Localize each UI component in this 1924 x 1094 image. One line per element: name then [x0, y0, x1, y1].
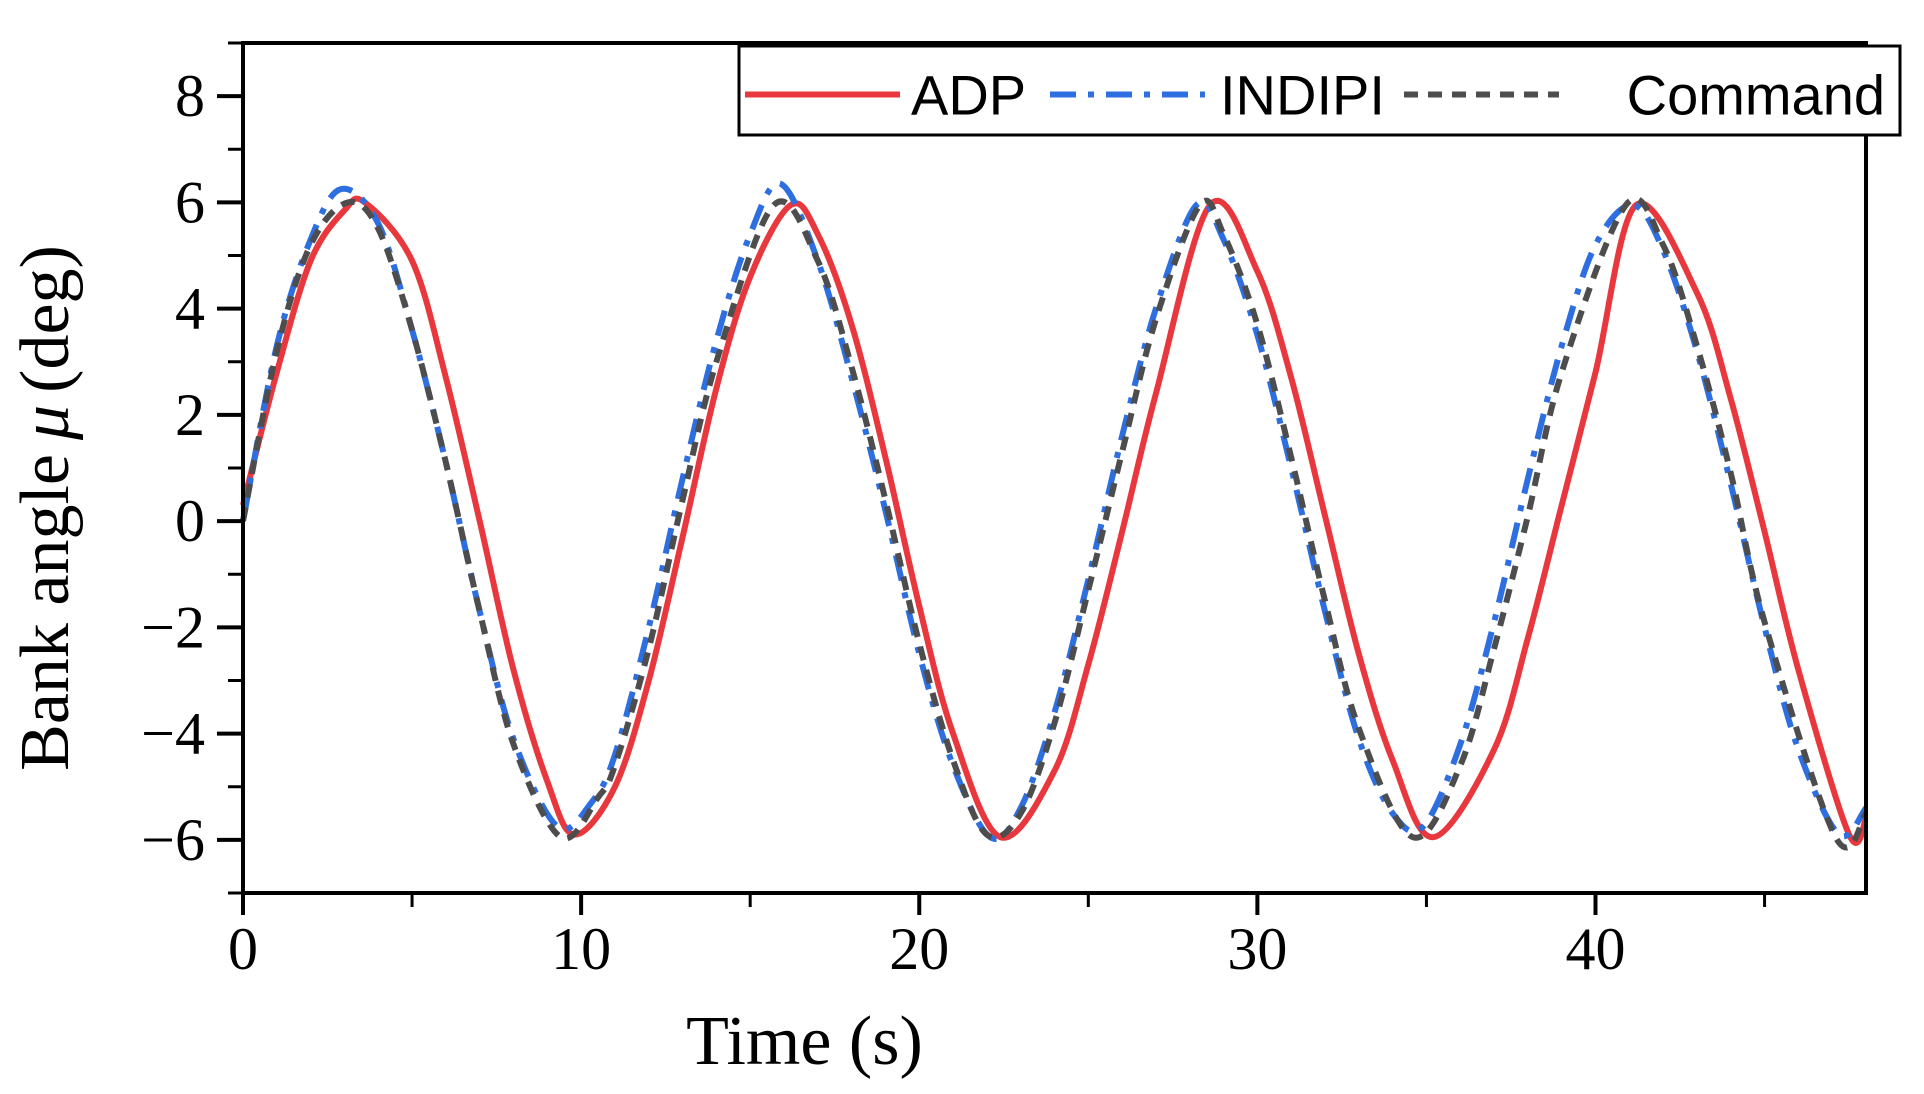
legend: ADP INDIPI Command: [737, 44, 1902, 137]
y-tick-label: 0: [175, 488, 205, 554]
y-tick-label: 8: [175, 63, 205, 129]
y-axis-title-symbol: μ: [7, 405, 84, 441]
legend-label-indipi: INDIPI: [1220, 64, 1385, 127]
y-tick-label: −2: [141, 594, 205, 660]
series-line-adp: [240, 195, 1869, 846]
y-axis-title-text: Bank angle: [7, 454, 84, 771]
tick-labels: 0 10 20 30 40 −6 −4 −2 0 2 4 6 8: [141, 63, 1625, 982]
x-tick-label: 20: [889, 916, 949, 982]
series-layer: [240, 180, 1869, 851]
legend-items: ADP INDIPI Command: [745, 64, 1885, 127]
x-tick-label: 10: [551, 916, 611, 982]
x-tick-label: 0: [228, 916, 258, 982]
y-tick-label: 2: [175, 382, 205, 448]
y-axis-title: Bank angle μ (deg): [7, 245, 84, 771]
y-tick-label: 6: [175, 169, 205, 235]
axis-ticks: [217, 41, 1767, 915]
x-tick-label: 30: [1227, 916, 1287, 982]
y-tick-label: −6: [141, 807, 205, 873]
x-axis-title: Time (s): [686, 1003, 923, 1080]
legend-label-command: Command: [1627, 64, 1885, 127]
x-tick-label: 40: [1566, 916, 1626, 982]
y-axis-title-unit: (deg): [7, 245, 84, 393]
legend-box: [737, 44, 1902, 137]
legend-label-adp: ADP: [911, 64, 1026, 127]
series-line-indipi: [240, 180, 1869, 842]
y-tick-label: 4: [175, 276, 205, 342]
series-line-command: [240, 195, 1869, 851]
y-tick-label: −4: [141, 701, 205, 767]
